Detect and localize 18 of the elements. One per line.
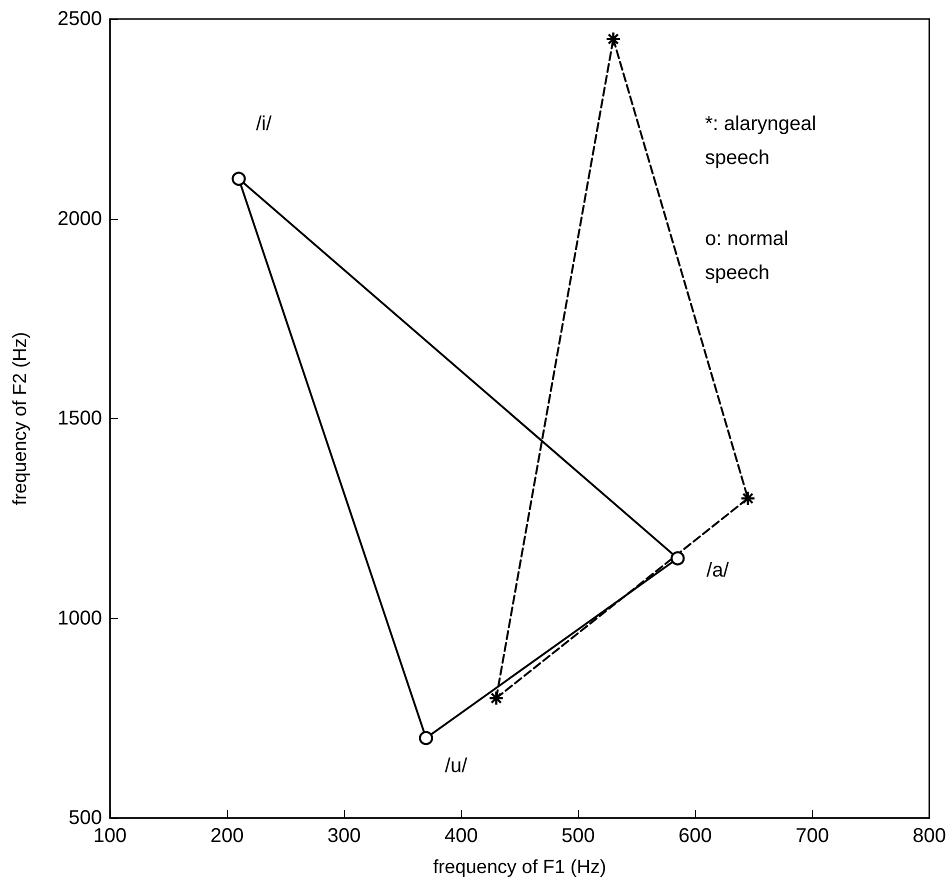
x-tick-label: 800 xyxy=(912,825,946,847)
annotation: /u/ xyxy=(444,755,468,778)
y-tick-label: 1500 xyxy=(58,408,102,430)
annotation: *: alaryngeal speech xyxy=(705,113,822,169)
x-tick-label: 600 xyxy=(678,825,712,847)
y-tick-label: 2500 xyxy=(58,8,102,30)
annotation: /a/ xyxy=(706,559,730,582)
annotation: /i/ xyxy=(256,112,272,135)
y-axis-title: frequency of F2 (Hz) xyxy=(10,332,31,506)
y-tick-label: 2000 xyxy=(58,208,102,230)
annotation: o: normal speech xyxy=(705,228,794,284)
x-tick-label: 200 xyxy=(210,825,244,847)
x-tick-label: 700 xyxy=(796,825,829,847)
x-tick-label: 500 xyxy=(561,825,595,847)
x-tick-label: 400 xyxy=(444,825,478,847)
x-axis-title: frequency of F1 (Hz) xyxy=(433,857,606,878)
x-tick-label: 300 xyxy=(327,825,361,847)
y-tick-label: 1000 xyxy=(58,607,102,630)
